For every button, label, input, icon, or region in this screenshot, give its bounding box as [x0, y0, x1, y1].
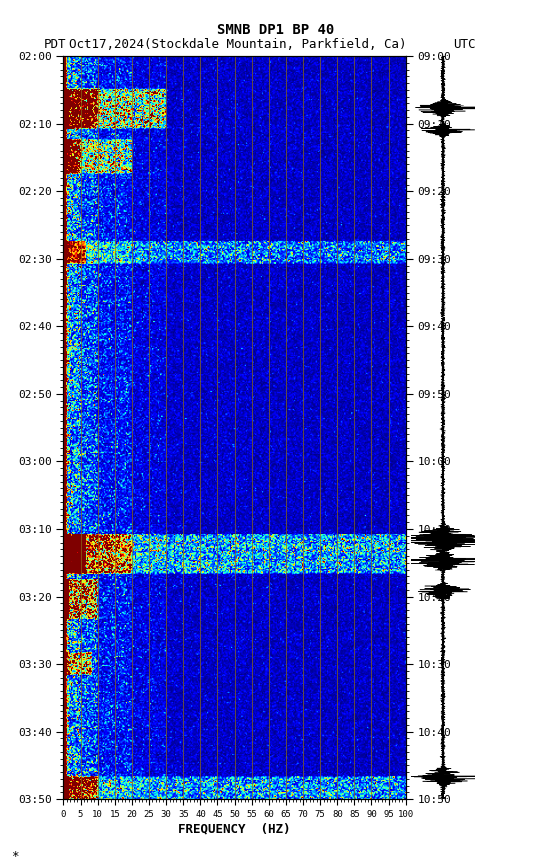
Text: SMNB DP1 BP 40: SMNB DP1 BP 40 [217, 23, 335, 37]
Text: *: * [11, 849, 19, 862]
Text: UTC: UTC [453, 38, 475, 52]
Text: PDT: PDT [44, 38, 67, 52]
X-axis label: FREQUENCY  (HZ): FREQUENCY (HZ) [178, 823, 291, 835]
Text: Oct17,2024(Stockdale Mountain, Parkfield, Ca): Oct17,2024(Stockdale Mountain, Parkfield… [68, 38, 406, 52]
